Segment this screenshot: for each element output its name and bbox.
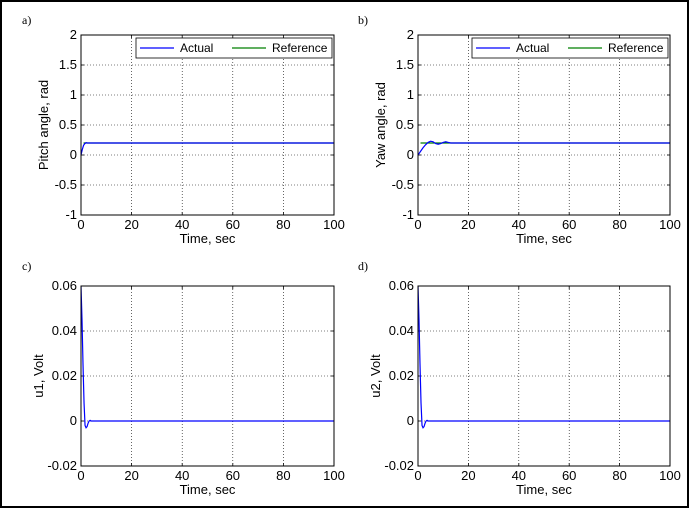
y-tick-label: -0.5: [392, 177, 414, 192]
y-tick-label: 0.5: [59, 117, 77, 132]
x-tick-label: 60: [226, 217, 240, 232]
x-tick-label: 0: [77, 217, 84, 232]
y-tick-label: 0.06: [52, 278, 77, 293]
x-axis-label: Time, sec: [180, 482, 236, 497]
y-tick-label: 0: [407, 147, 414, 162]
y-tick-label: -0.5: [55, 177, 77, 192]
x-tick-label: 100: [323, 468, 345, 483]
x-tick-label: 0: [77, 468, 84, 483]
chart-panel-1: a) 0 20 40 60 80 100 -1 -0.5 0 0.5 1 1.5 2 Time, sec Pi…: [22, 13, 345, 246]
y-tick-label: 0: [407, 413, 414, 428]
x-tick-label: 40: [175, 468, 189, 483]
y-tick-label: 0.06: [389, 278, 414, 293]
series-line: [418, 286, 670, 429]
chart-panel-2: b) 0 20 40 60 80 100 -1 -0.5 0 0.5 1 1.5 2 Time, sec Ya…: [358, 13, 681, 246]
legend-label-reference: Reference: [272, 41, 328, 55]
y-tick-label: -0.02: [47, 458, 77, 473]
x-tick-label: 100: [659, 217, 681, 232]
x-tick-label: 20: [124, 217, 138, 232]
y-tick-label: 1: [70, 87, 77, 102]
y-axis-label: u1, Volt: [31, 354, 46, 398]
x-tick-label: 80: [276, 217, 290, 232]
x-tick-label: 40: [512, 468, 526, 483]
y-tick-label: 0: [70, 147, 77, 162]
x-axis-label: Time, sec: [180, 231, 236, 246]
y-tick-label: 0.02: [52, 368, 77, 383]
legend-label-actual: Actual: [180, 41, 213, 55]
y-tick-label: -1: [402, 207, 414, 222]
y-tick-label: 1: [407, 87, 414, 102]
axes-box: [417, 285, 671, 467]
x-tick-label: 40: [512, 217, 526, 232]
x-tick-label: 60: [562, 468, 576, 483]
series-line-actual: [81, 142, 334, 156]
y-tick-label: 0.5: [396, 117, 414, 132]
x-axis-label: Time, sec: [516, 231, 572, 246]
series-line: [81, 286, 334, 429]
y-tick-label: 0.02: [389, 368, 414, 383]
y-tick-label: -1: [65, 207, 77, 222]
x-tick-label: 60: [226, 468, 240, 483]
x-tick-label: 20: [461, 217, 475, 232]
y-tick-label: -0.02: [384, 458, 414, 473]
panel-tag: b): [358, 13, 368, 27]
y-tick-label: 0.04: [389, 323, 414, 338]
y-axis-label: u2, Volt: [368, 354, 383, 398]
x-tick-label: 20: [124, 468, 138, 483]
legend: Actual Reference: [471, 37, 669, 59]
panel-tag: a): [22, 13, 31, 27]
x-tick-label: 40: [175, 217, 189, 232]
x-tick-label: 80: [612, 217, 626, 232]
y-tick-label: 1.5: [396, 57, 414, 72]
y-axis-label: Pitch angle, rad: [36, 80, 51, 170]
axes-box: [80, 34, 335, 216]
x-tick-label: 0: [414, 217, 421, 232]
legend-label-actual: Actual: [516, 41, 549, 55]
series-line-actual: [418, 140, 670, 156]
x-axis-label: Time, sec: [516, 482, 572, 497]
panel-tag: c): [22, 259, 31, 273]
legend: Actual Reference: [135, 37, 333, 59]
y-tick-label: 0.04: [52, 323, 77, 338]
x-tick-label: 80: [276, 468, 290, 483]
legend-label-reference: Reference: [608, 41, 664, 55]
axes-box: [80, 285, 335, 467]
x-tick-label: 100: [659, 468, 681, 483]
y-tick-label: 0: [70, 413, 77, 428]
axes-box: [417, 34, 671, 216]
y-tick-label: 2: [70, 27, 77, 42]
x-tick-label: 20: [461, 468, 475, 483]
x-tick-label: 100: [323, 217, 345, 232]
x-tick-label: 80: [612, 468, 626, 483]
x-tick-label: 0: [414, 468, 421, 483]
y-axis-label: Yaw angle, rad: [373, 82, 388, 168]
y-tick-label: 2: [407, 27, 414, 42]
x-tick-label: 60: [562, 217, 576, 232]
y-tick-label: 1.5: [59, 57, 77, 72]
panel-tag: d): [358, 259, 368, 273]
